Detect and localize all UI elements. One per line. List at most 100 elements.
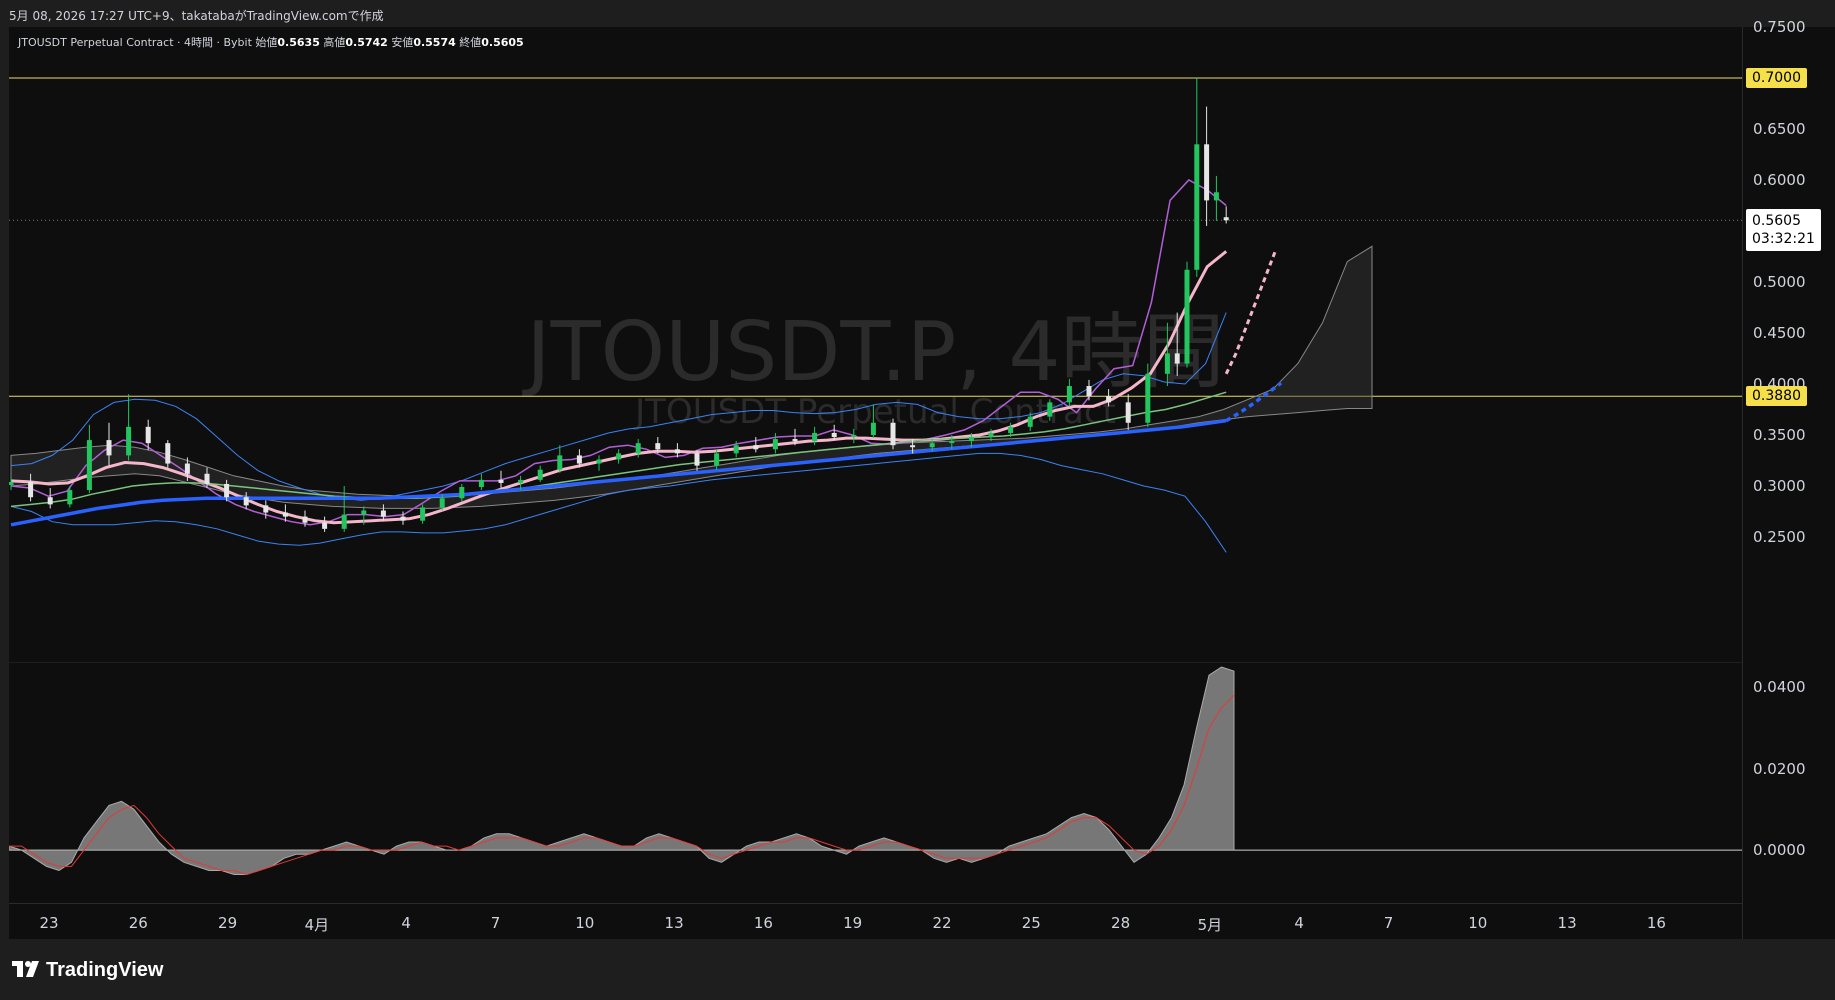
- candle-body: [1223, 217, 1229, 221]
- candle-body: [400, 516, 406, 521]
- oscillator-chart-svg[interactable]: [9, 663, 1742, 903]
- candle: [576, 449, 582, 468]
- time-axis-tick: 4: [1294, 914, 1304, 932]
- candle-body: [47, 497, 53, 505]
- candle-body: [86, 440, 92, 491]
- level-price-tag: 0.3880: [1746, 386, 1807, 407]
- candle: [126, 394, 132, 461]
- candle-body: [1008, 426, 1014, 433]
- projected-ma-line: [1224, 250, 1277, 375]
- candle-body: [557, 455, 563, 470]
- moving-average-line: [10, 179, 1227, 526]
- candle: [459, 483, 465, 502]
- time-axis-tick: 22: [932, 914, 952, 932]
- candle: [635, 439, 641, 458]
- candle: [420, 504, 426, 524]
- chart-caption: 5月 08, 2026 17:27 UTC+9、takatabaがTrading…: [9, 9, 384, 23]
- candle: [1145, 363, 1151, 427]
- candle-body: [478, 479, 484, 488]
- candle: [439, 494, 445, 511]
- candle: [47, 488, 53, 509]
- price-axis-tick: 0.4500: [1753, 324, 1806, 342]
- time-axis-tick: 26: [128, 914, 148, 932]
- time-axis-tick: 23: [39, 914, 59, 932]
- candle: [322, 516, 328, 532]
- tradingview-logo-icon: [12, 961, 39, 977]
- price-pane[interactable]: JTOUSDT.P, 4時間 JTOUSDT Perpetual Contrac…: [9, 27, 1742, 662]
- top-caption-bar: 5月 08, 2026 17:27 UTC+9、takatabaがTrading…: [0, 0, 1835, 27]
- candle-body: [518, 479, 524, 483]
- candle: [341, 486, 347, 532]
- legend-close: 0.5605: [481, 36, 524, 49]
- tradingview-logo[interactable]: TradingView: [12, 959, 163, 982]
- candle-body: [1125, 402, 1131, 423]
- candle: [910, 439, 916, 454]
- candle-body: [9, 481, 14, 485]
- time-axis-tick: 5月: [1197, 916, 1223, 934]
- time-axis-tick: 16: [1646, 914, 1666, 932]
- candle-body: [733, 445, 739, 454]
- candle-body: [459, 487, 465, 499]
- candle: [302, 510, 308, 527]
- candle-body: [694, 453, 700, 466]
- candle: [1204, 106, 1210, 226]
- candle: [851, 428, 857, 444]
- time-axis-tick: 7: [1383, 914, 1394, 932]
- price-axis-tick: 0.3500: [1753, 426, 1806, 444]
- candle-body: [106, 440, 112, 456]
- candle-body: [831, 432, 837, 438]
- candle-body: [635, 443, 641, 454]
- time-axis-tick: 4: [401, 914, 411, 932]
- candle: [1066, 378, 1072, 407]
- candle-body: [929, 443, 935, 448]
- oscillator-pane[interactable]: [9, 663, 1742, 903]
- candle: [753, 437, 759, 453]
- candle: [949, 435, 955, 450]
- candle: [890, 418, 896, 450]
- price-axis-tick: 0.6500: [1753, 120, 1806, 138]
- candle-body: [576, 455, 582, 464]
- bollinger-lower-line: [10, 452, 1227, 553]
- candle-body: [596, 459, 602, 464]
- candle-body: [616, 453, 622, 460]
- candle-body: [851, 435, 857, 438]
- time-axis-tick: 13: [1557, 914, 1577, 932]
- candle-body: [674, 449, 680, 454]
- candle: [537, 465, 543, 482]
- candle: [165, 440, 171, 468]
- candle: [1194, 78, 1200, 277]
- candle-body: [302, 516, 308, 523]
- candle: [674, 443, 680, 458]
- oscillator-axis-tick: 0.0000: [1753, 841, 1806, 860]
- candle-body: [870, 422, 876, 435]
- time-axis-tick: 25: [1021, 914, 1041, 932]
- price-chart-svg[interactable]: [9, 27, 1742, 662]
- candle: [870, 404, 876, 439]
- candle-body: [537, 469, 543, 480]
- candle: [655, 437, 661, 454]
- candle: [557, 445, 563, 473]
- candle: [988, 428, 994, 442]
- candle-body: [184, 463, 190, 474]
- candle: [145, 419, 151, 451]
- candle: [1174, 312, 1180, 376]
- candle: [86, 424, 92, 494]
- time-axis[interactable]: 23 26 29 4月 4 7 10 13 16 19 22 25 28 5月 4 7 10 13 16: [9, 903, 1742, 940]
- legend-close-label: 終値: [459, 36, 482, 49]
- candle-body: [67, 490, 73, 505]
- ohlc-legend: JTOUSDT Perpetual Contract · 4時間 · Bybit…: [18, 34, 524, 50]
- candle-body: [282, 512, 288, 517]
- candle: [263, 500, 269, 519]
- candle: [1008, 422, 1014, 438]
- candle-body: [655, 443, 661, 450]
- price-axis[interactable]: 0.5605 03:32:21 0.7500 0.6500 0.6000 0.5000…: [1742, 18, 1835, 939]
- time-axis-tick: 29: [218, 914, 238, 932]
- time-axis-tick: 28: [1111, 914, 1131, 932]
- candle: [929, 439, 935, 452]
- time-axis-tick: 19: [843, 914, 863, 932]
- price-axis-tick: 0.7500: [1753, 18, 1806, 36]
- watermark-title: JTOUSDT.P, 4時間: [526, 305, 1225, 400]
- candle-body: [1047, 402, 1053, 417]
- candle-body: [263, 505, 269, 513]
- candle: [9, 476, 14, 491]
